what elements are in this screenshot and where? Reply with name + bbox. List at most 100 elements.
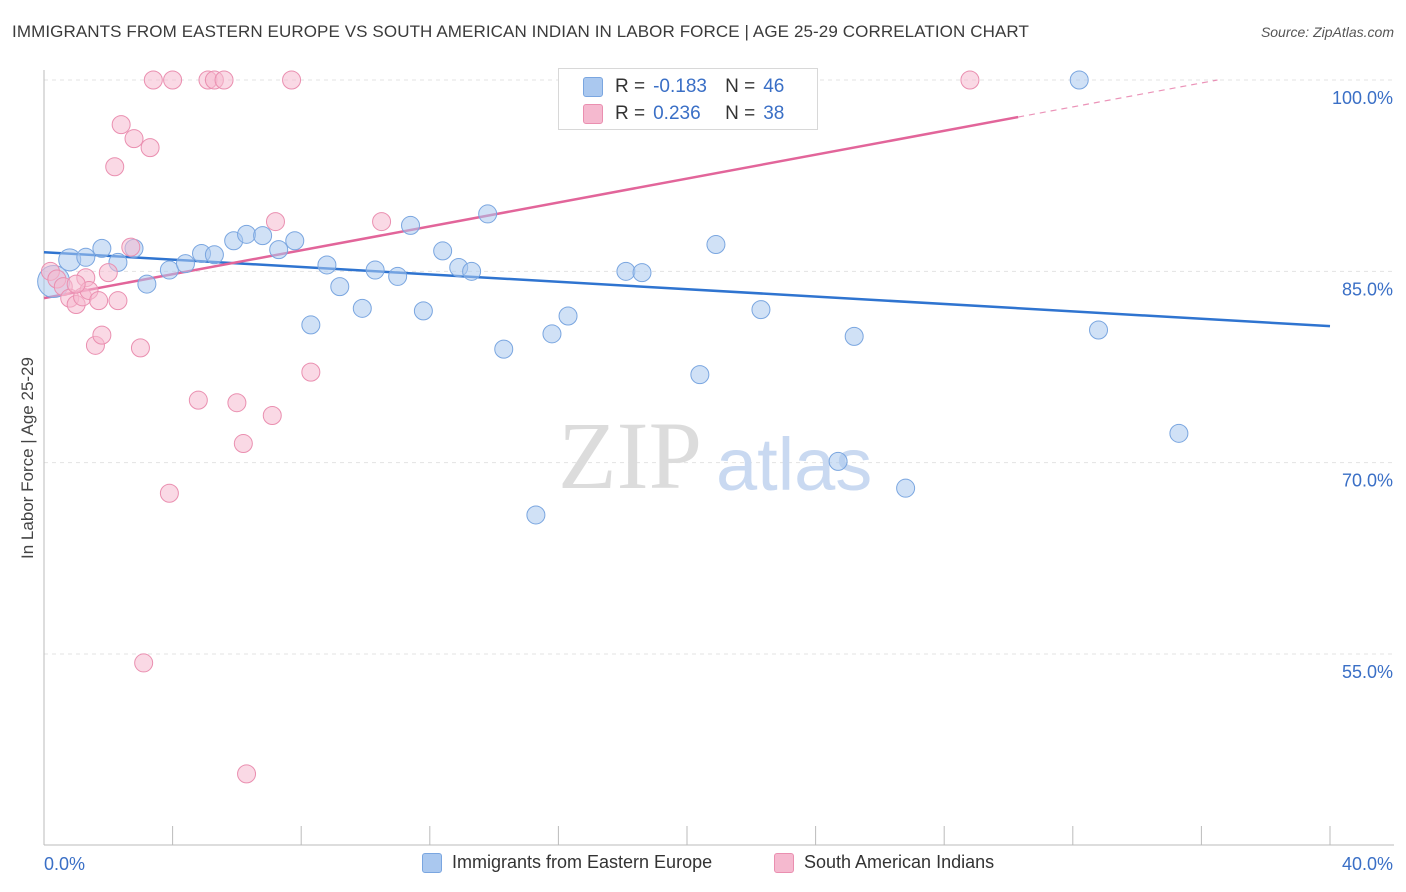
eastern-europe-point [558, 306, 578, 326]
n-label: N = [725, 103, 756, 124]
eastern-europe-point [253, 226, 273, 246]
south-american-indian-point [105, 157, 125, 177]
south-american-indian-point [214, 70, 234, 90]
eastern-europe-point [401, 215, 421, 235]
eastern-europe-point [330, 277, 350, 297]
south-american-indian-point [282, 70, 302, 90]
eastern-europe-point [690, 365, 710, 385]
eastern-europe-point [237, 224, 257, 244]
south-american-indian-point [121, 237, 141, 257]
legend-label: South American Indians [804, 852, 995, 872]
chart-title: IMMIGRANTS FROM EASTERN EUROPE VS SOUTH … [12, 22, 1029, 41]
pink-swatch [774, 852, 794, 873]
blue-trend-line [43, 250, 1331, 328]
y-tick-label: 70.0% [1342, 471, 1393, 491]
legend-item-eastern-europe[interactable]: Immigrants from Eastern Europe [422, 852, 712, 873]
tick-labels: 100.0% 85.0% 70.0% 55.0% 0.0% 40.0% [44, 88, 1393, 874]
legend-label: Immigrants from Eastern Europe [452, 852, 713, 872]
eastern-europe-point [301, 315, 321, 335]
r-label: R = [615, 76, 646, 97]
eastern-europe-point [388, 266, 408, 286]
south-american-indian-point [98, 263, 118, 283]
y-tick-label: 55.0% [1342, 662, 1393, 682]
eastern-europe-point [1169, 423, 1189, 443]
r-label: R = [615, 103, 646, 124]
legend-item-south-american-indians[interactable]: South American Indians [774, 852, 994, 873]
eastern-europe-point [76, 247, 96, 267]
south-american-indian-point [237, 764, 257, 784]
eastern-europe-point [526, 505, 546, 525]
eastern-europe-point [365, 260, 385, 280]
watermark-atlas: atlas [716, 423, 872, 506]
pink-trend-extension [1018, 79, 1218, 118]
south-american-indian-point [143, 70, 163, 90]
y-tick-label: 100.0% [1332, 88, 1393, 108]
eastern-europe-point [285, 231, 305, 251]
south-american-indian-point [233, 434, 253, 454]
south-american-indian-point [89, 291, 109, 311]
series-legend: Immigrants from Eastern Europe South Ame… [0, 852, 1406, 878]
eastern-europe-point [352, 298, 372, 318]
south-american-indian-point [130, 338, 150, 358]
eastern-europe-point [478, 204, 498, 224]
south-american-indian-point [134, 653, 154, 673]
eastern-europe-point [92, 238, 112, 258]
n-label: N = [725, 76, 756, 97]
correlation-legend: R = -0.183 N = 46 R = 0.236 N = 38 [558, 68, 818, 130]
eastern-europe-point [896, 478, 916, 498]
n-value: 38 [763, 103, 785, 124]
south-american-indian-point [265, 212, 285, 232]
eastern-europe-point [706, 235, 726, 255]
pink-swatch [583, 104, 603, 124]
south-american-indian-point [140, 138, 160, 158]
eastern-europe-point [204, 245, 224, 265]
eastern-europe-point [175, 254, 195, 274]
source-credit: Source: ZipAtlas.com [1260, 24, 1394, 40]
eastern-europe-point [1089, 320, 1109, 340]
n-value: 46 [763, 76, 785, 97]
data-points [37, 70, 1189, 784]
axes [43, 70, 1394, 846]
eastern-europe-point [137, 274, 157, 294]
legend-row-pink: R = 0.236 N = 38 [583, 101, 785, 127]
south-american-indian-point [960, 70, 980, 90]
blue-swatch [583, 77, 603, 97]
south-american-indian-point [159, 483, 179, 503]
eastern-europe-point [751, 300, 771, 320]
eastern-europe-point [159, 260, 179, 280]
gridlines [44, 79, 1394, 655]
south-american-indian-point [124, 129, 144, 149]
south-american-indian-point [301, 362, 321, 382]
eastern-europe-point [413, 301, 433, 321]
eastern-europe-point [844, 326, 864, 346]
eastern-europe-point [433, 241, 453, 261]
south-american-indian-point [111, 115, 131, 135]
r-value: -0.183 [653, 76, 707, 97]
r-value: 0.236 [653, 103, 701, 124]
eastern-europe-point [828, 451, 848, 471]
eastern-europe-point [542, 324, 562, 344]
south-american-indian-point [262, 405, 282, 425]
y-tick-label: 85.0% [1342, 279, 1393, 299]
eastern-europe-point [462, 261, 482, 281]
eastern-europe-point [616, 261, 636, 281]
x-tick-label: 40.0% [1342, 854, 1393, 874]
eastern-europe-point [317, 255, 337, 275]
eastern-europe-point [1069, 70, 1089, 90]
south-american-indian-point [372, 212, 392, 232]
blue-swatch [422, 852, 442, 873]
eastern-europe-point [632, 263, 652, 283]
south-american-indian-point [163, 70, 183, 90]
trend-lines [43, 79, 1331, 328]
south-american-indian-point [66, 274, 86, 294]
x-tick-label: 0.0% [44, 854, 85, 874]
legend-row-blue: R = -0.183 N = 46 [583, 74, 785, 100]
pink-trend-line [43, 115, 1019, 300]
south-american-indian-point [92, 325, 112, 345]
eastern-europe-point [269, 240, 289, 260]
south-american-indian-point [227, 393, 247, 413]
watermark: ZIP atlas [558, 402, 872, 509]
south-american-indian-point [108, 291, 128, 311]
south-american-indian-point [188, 390, 208, 410]
